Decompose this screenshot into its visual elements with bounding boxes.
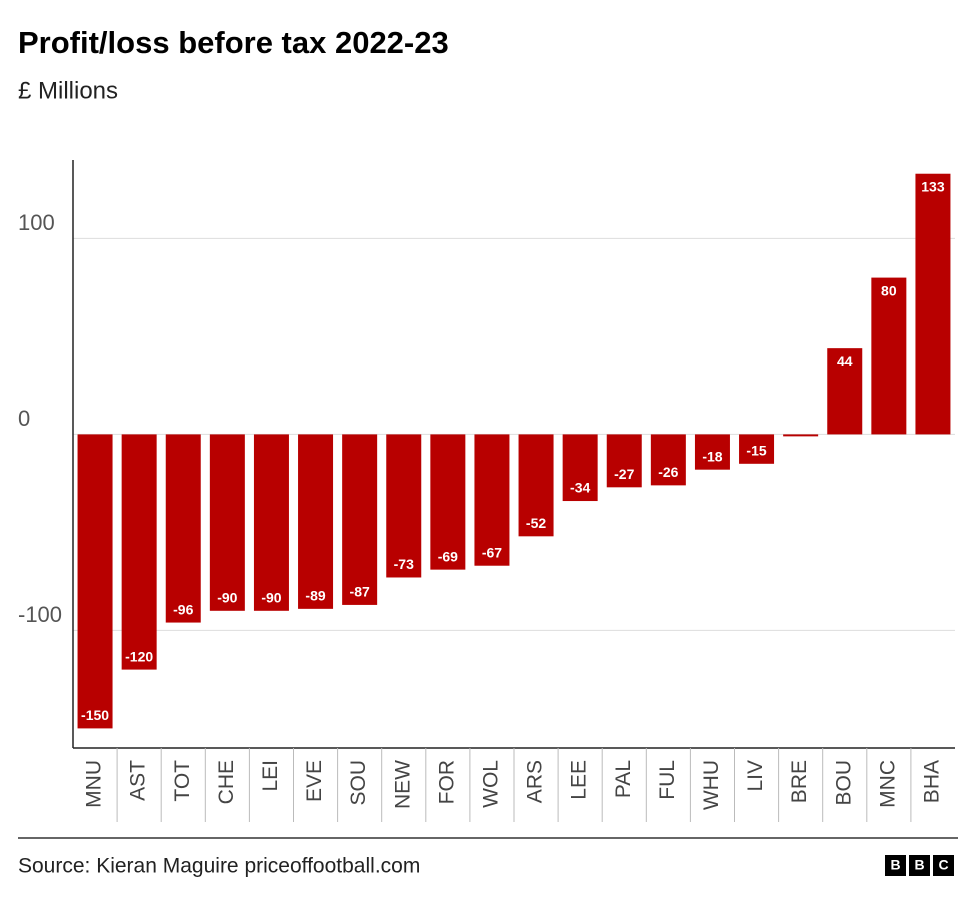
bar	[694, 434, 730, 470]
chart-title: Profit/loss before tax 2022-23	[18, 25, 449, 60]
bar	[121, 434, 157, 670]
x-tick-label: MNC	[876, 760, 899, 808]
bar	[739, 434, 775, 464]
bar	[77, 434, 113, 729]
x-tick-label: MNU	[83, 760, 106, 808]
y-tick-label: 0	[18, 406, 30, 431]
x-tick-label: WOL	[479, 760, 502, 808]
bar	[562, 434, 598, 502]
value-label: -96	[173, 601, 193, 617]
x-tick-label: CHE	[215, 760, 238, 804]
value-label: -120	[125, 648, 153, 664]
logo-letter: C	[938, 857, 948, 873]
x-tick-label: TOT	[171, 760, 194, 802]
y-tick-label: -100	[18, 602, 62, 627]
value-label: -18	[702, 448, 722, 464]
x-tick-label: AST	[127, 760, 150, 801]
bar	[298, 434, 334, 609]
logo-box	[885, 855, 906, 876]
bar	[650, 434, 686, 486]
x-tick-label: PAL	[612, 760, 635, 798]
x-tick-label: WHU	[700, 760, 723, 810]
bar	[606, 434, 642, 488]
x-tick-label: LEE	[568, 760, 591, 800]
value-label: -34	[570, 480, 590, 496]
bar	[342, 434, 378, 605]
source: Source: Kieran Maguire priceoffootball.c…	[18, 855, 420, 878]
x-tick-label: FOR	[435, 760, 458, 804]
bar	[871, 277, 907, 435]
bar	[518, 434, 554, 537]
chart-subtitle: £ Millions	[18, 77, 118, 104]
value-label: -67	[482, 544, 502, 560]
logo-box	[909, 855, 930, 876]
x-tick-label: BOU	[832, 760, 855, 806]
bar	[430, 434, 466, 570]
x-tick-label: BHA	[920, 760, 943, 803]
value-label: -27	[614, 466, 634, 482]
x-tick-label: EVE	[303, 760, 326, 802]
x-tick-label: LIV	[744, 760, 767, 792]
value-label: -52	[526, 515, 546, 531]
value-label: 80	[881, 282, 897, 298]
value-label: -73	[394, 556, 414, 572]
bar	[474, 434, 510, 566]
value-label: -90	[217, 590, 237, 606]
value-label: -90	[261, 590, 281, 606]
x-tick-label: BRE	[788, 760, 811, 803]
value-label: -69	[438, 548, 458, 564]
bar	[386, 434, 422, 578]
x-tick-label: SOU	[347, 760, 370, 806]
value-label: -89	[305, 588, 325, 604]
bar	[209, 434, 245, 611]
x-tick-label: ARS	[524, 760, 547, 803]
value-label: -87	[350, 584, 370, 600]
x-tick-label: NEW	[391, 760, 414, 809]
logo-box	[933, 855, 954, 876]
value-label: -150	[81, 707, 109, 723]
logo-letter: B	[914, 857, 924, 873]
x-tick-label: FUL	[656, 760, 679, 800]
value-label: 44	[837, 353, 853, 369]
y-tick-label: 100	[18, 210, 55, 235]
bar	[827, 348, 863, 435]
logo-letter: B	[890, 857, 900, 873]
bar	[915, 173, 951, 435]
bar	[253, 434, 289, 611]
value-label: 133	[921, 178, 945, 194]
value-label: -26	[658, 464, 678, 480]
bar	[783, 434, 819, 437]
value-label: -15	[746, 443, 766, 459]
bar	[165, 434, 201, 623]
x-tick-label: LEI	[259, 760, 282, 792]
